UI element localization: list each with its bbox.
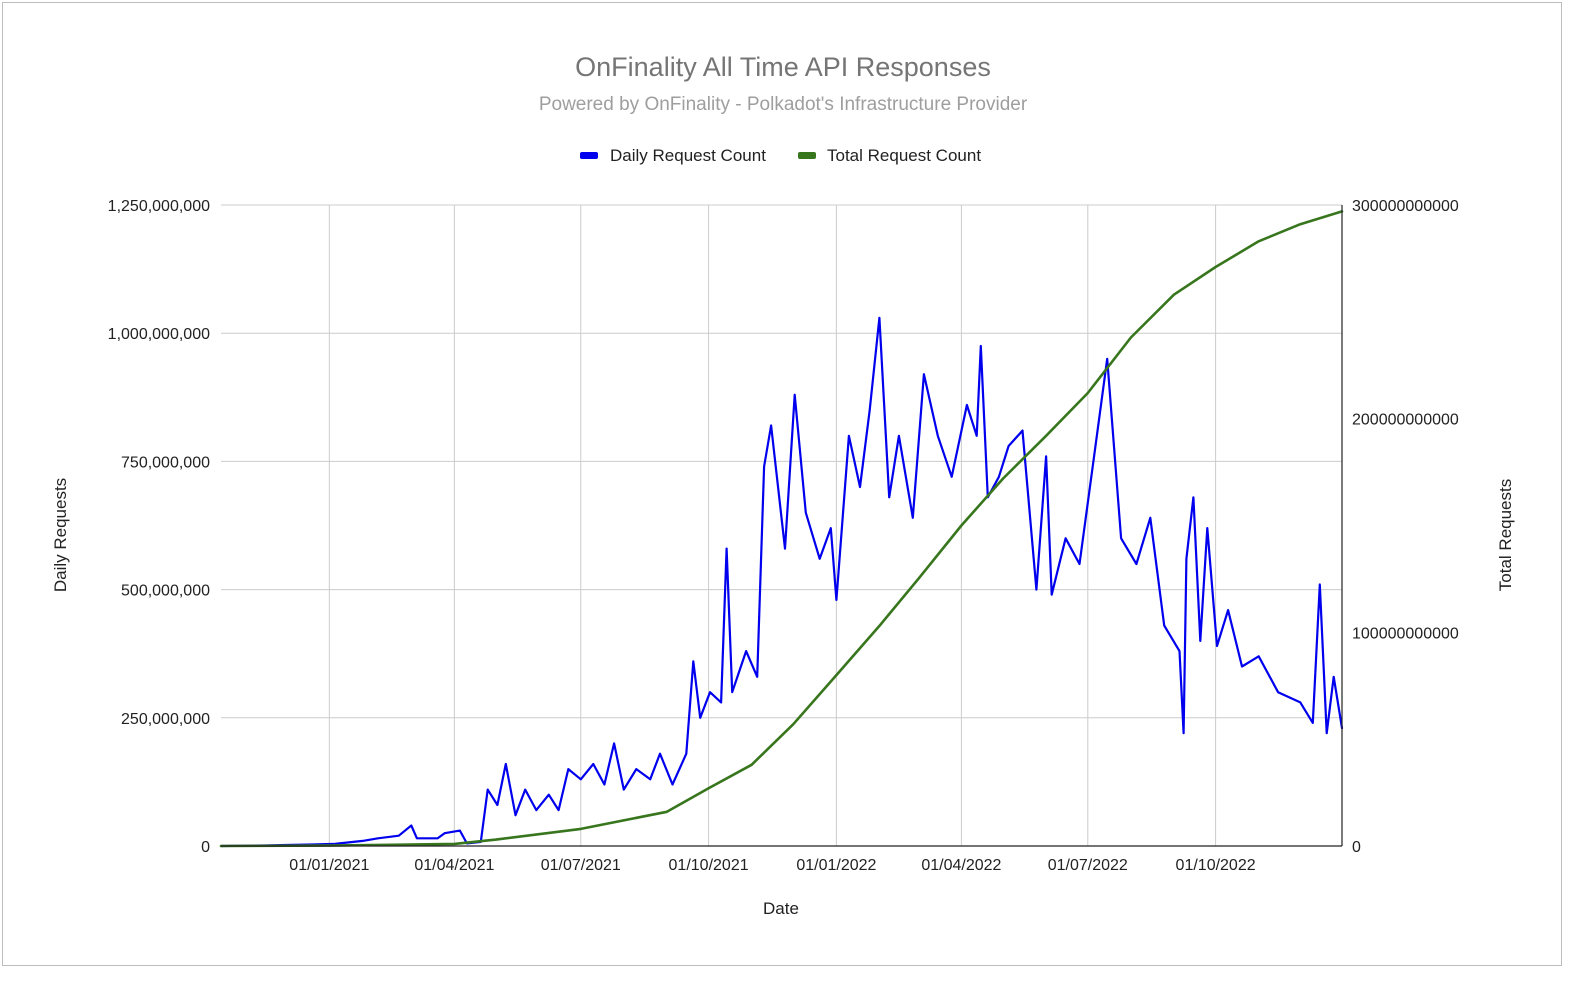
y-tick-label-left: 0 (201, 839, 210, 856)
x-tick-label: 01/10/2021 (669, 857, 749, 874)
series-layer (219, 210, 1344, 848)
axes (221, 205, 1343, 847)
grid-lines (221, 204, 1342, 846)
x-tick-label: 01/07/2022 (1048, 857, 1128, 874)
y-tick-label-left: 1,000,000,000 (108, 326, 210, 343)
chart-frame (2, 2, 1562, 966)
x-tick-label: 01/01/2021 (289, 857, 369, 874)
legend-swatch-total (798, 152, 816, 159)
y-tick-label-left: 250,000,000 (121, 711, 210, 728)
y-tick-label-right: 100000000000 (1352, 625, 1459, 642)
legend-label-total: Total Request Count (827, 146, 981, 165)
y-tick-label-left: 1,250,000,000 (108, 198, 210, 215)
y-tick-label-left: 500,000,000 (121, 583, 210, 600)
x-axis-label: Date (763, 899, 799, 918)
tick-labels: 0 250,000,000 500,000,000 750,000,000 1,000,… (108, 198, 1459, 874)
legend-label-daily: Daily Request Count (610, 146, 766, 165)
x-tick-label: 01/10/2022 (1176, 857, 1256, 874)
x-tick-label: 01/07/2021 (541, 857, 621, 874)
chart-subtitle: Powered by OnFinality - Polkadot's Infra… (539, 94, 1028, 115)
x-tick-label: 01/04/2022 (921, 857, 1001, 874)
x-tick-label: 01/04/2021 (414, 857, 494, 874)
legend: Daily Request Count Total Request Count (580, 146, 981, 165)
y-tick-label-right: 0 (1352, 839, 1361, 856)
chart-title: OnFinality All Time API Responses (575, 52, 991, 82)
y-tick-label-right: 300000000000 (1352, 198, 1459, 215)
y-axis-label-left: Daily Requests (51, 478, 70, 592)
legend-swatch-daily (580, 152, 598, 159)
series-line-total-request-count (219, 210, 1344, 848)
y-axis-label-right: Total Requests (1496, 479, 1515, 591)
y-tick-label-left: 750,000,000 (121, 454, 210, 471)
series-line-daily-request-count (219, 316, 1344, 848)
y-tick-label-right: 200000000000 (1352, 412, 1459, 429)
x-tick-label: 01/01/2022 (796, 857, 876, 874)
